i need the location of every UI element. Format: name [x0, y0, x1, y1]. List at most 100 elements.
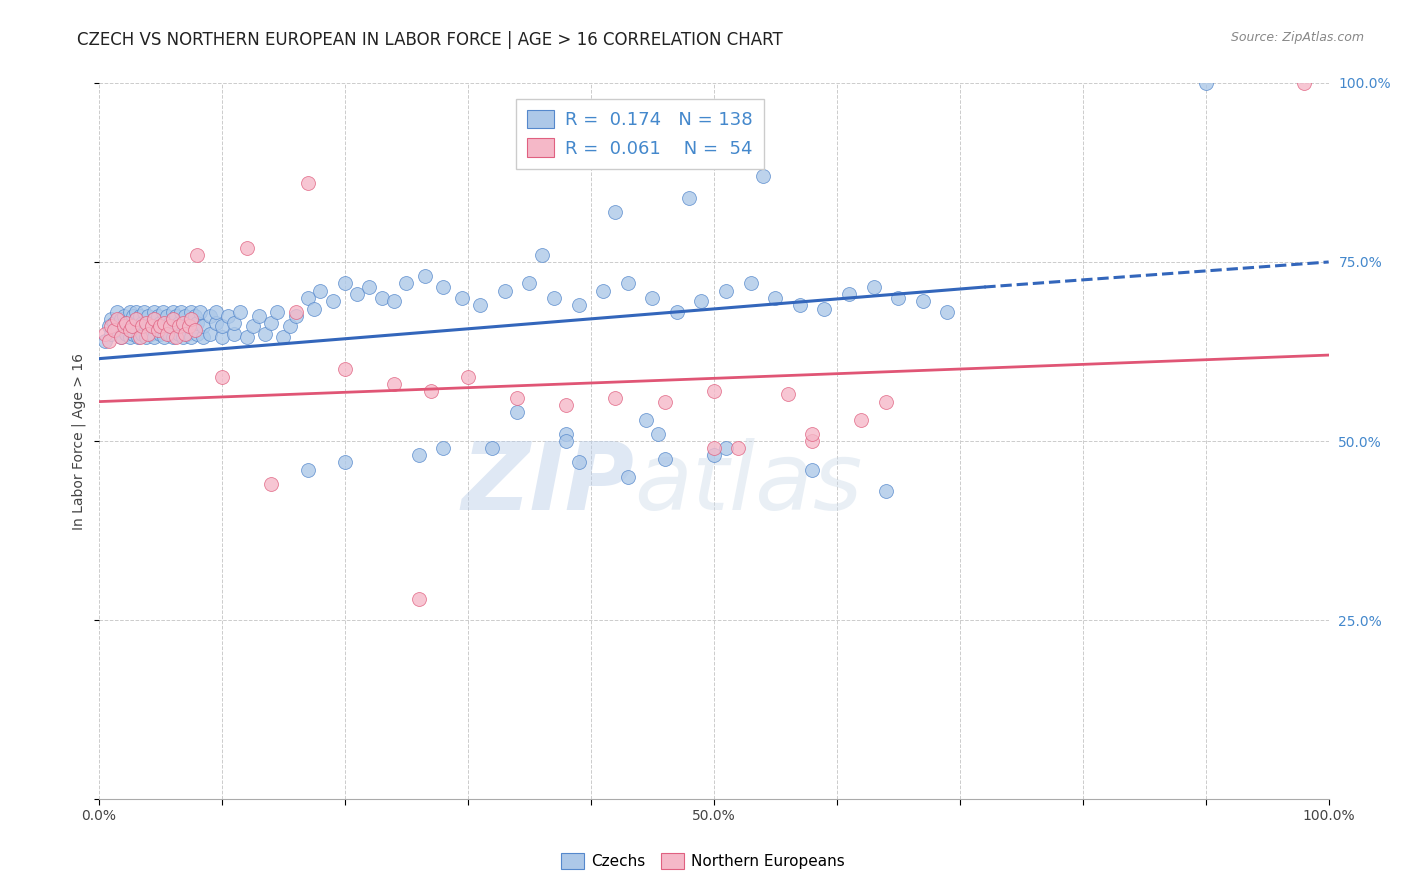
- Point: [125, 312, 148, 326]
- Point: [450, 291, 472, 305]
- Point: [235, 330, 257, 344]
- Point: [936, 305, 959, 319]
- Point: [112, 319, 135, 334]
- Point: [801, 463, 824, 477]
- Point: [887, 291, 910, 305]
- Point: [1195, 76, 1218, 90]
- Point: [395, 277, 418, 291]
- Point: [155, 326, 177, 341]
- Point: [105, 305, 128, 319]
- Point: [186, 316, 208, 330]
- Point: [118, 323, 141, 337]
- Point: [145, 319, 167, 334]
- Point: [155, 309, 177, 323]
- Point: [740, 277, 762, 291]
- Point: [875, 394, 897, 409]
- Point: [714, 441, 737, 455]
- Point: [162, 305, 184, 319]
- Point: [100, 326, 122, 341]
- Point: [127, 330, 149, 344]
- Point: [432, 280, 454, 294]
- Point: [420, 384, 443, 398]
- Point: [309, 284, 332, 298]
- Point: [174, 319, 197, 334]
- Point: [229, 305, 252, 319]
- Point: [911, 294, 934, 309]
- Point: [382, 376, 405, 391]
- Point: [141, 316, 163, 330]
- Point: [801, 434, 824, 448]
- Point: [333, 362, 356, 376]
- Point: [146, 309, 169, 323]
- Point: [153, 330, 176, 344]
- Point: [235, 241, 257, 255]
- Point: [481, 441, 503, 455]
- Point: [703, 448, 725, 462]
- Point: [211, 369, 233, 384]
- Point: [97, 334, 120, 348]
- Point: [141, 319, 163, 334]
- Point: [605, 204, 627, 219]
- Point: [105, 323, 128, 337]
- Point: [170, 305, 193, 319]
- Point: [457, 369, 479, 384]
- Point: [714, 284, 737, 298]
- Text: Source: ZipAtlas.com: Source: ZipAtlas.com: [1230, 31, 1364, 45]
- Point: [359, 280, 381, 294]
- Point: [567, 298, 589, 312]
- Point: [193, 319, 215, 334]
- Point: [112, 309, 135, 323]
- Point: [789, 298, 811, 312]
- Point: [752, 169, 775, 183]
- Point: [284, 305, 307, 319]
- Point: [253, 326, 276, 341]
- Point: [217, 309, 239, 323]
- Point: [94, 334, 117, 348]
- Text: CZECH VS NORTHERN EUROPEAN IN LABOR FORCE | AGE > 16 CORRELATION CHART: CZECH VS NORTHERN EUROPEAN IN LABOR FORC…: [77, 31, 783, 49]
- Point: [517, 277, 540, 291]
- Point: [149, 326, 172, 341]
- Legend: Czechs, Northern Europeans: Czechs, Northern Europeans: [555, 847, 851, 875]
- Point: [322, 294, 344, 309]
- Point: [105, 312, 128, 326]
- Point: [678, 190, 700, 204]
- Point: [198, 326, 221, 341]
- Point: [174, 309, 197, 323]
- Point: [100, 312, 122, 326]
- Point: [432, 441, 454, 455]
- Point: [193, 330, 215, 344]
- Point: [131, 326, 153, 341]
- Point: [204, 305, 226, 319]
- Point: [146, 323, 169, 337]
- Point: [184, 323, 207, 337]
- Point: [654, 394, 676, 409]
- Point: [121, 319, 143, 334]
- Point: [813, 301, 835, 316]
- Point: [727, 441, 749, 455]
- Point: [174, 326, 197, 341]
- Point: [157, 326, 180, 341]
- Point: [115, 316, 138, 330]
- Point: [211, 330, 233, 344]
- Point: [284, 309, 307, 323]
- Point: [1292, 76, 1315, 90]
- Point: [136, 326, 159, 341]
- Point: [159, 316, 181, 330]
- Text: atlas: atlas: [634, 439, 862, 530]
- Point: [165, 330, 187, 344]
- Point: [184, 309, 207, 323]
- Point: [506, 405, 529, 419]
- Point: [198, 309, 221, 323]
- Point: [115, 326, 138, 341]
- Point: [153, 316, 176, 330]
- Point: [155, 319, 177, 334]
- Point: [506, 391, 529, 405]
- Point: [297, 291, 319, 305]
- Point: [260, 316, 283, 330]
- Point: [247, 309, 270, 323]
- Point: [135, 316, 157, 330]
- Point: [186, 248, 208, 262]
- Point: [875, 484, 897, 499]
- Point: [555, 434, 578, 448]
- Point: [180, 330, 202, 344]
